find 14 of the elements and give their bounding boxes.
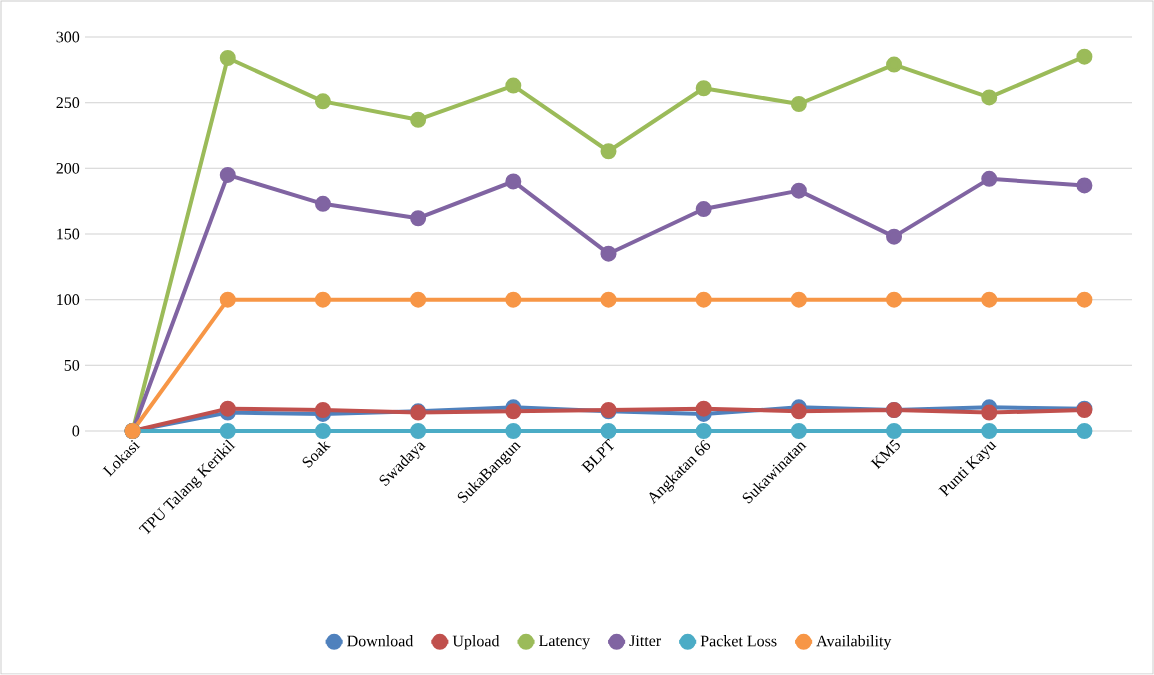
legend-label: Availability: [816, 635, 892, 650]
legend-label: Jitter: [629, 635, 662, 647]
y-tick-label: 0: [72, 425, 80, 437]
y-tick-label: 150: [57, 228, 80, 240]
y-tick-label: 300: [56, 31, 80, 43]
y-tick-label: 200: [56, 162, 80, 174]
y-tick-label: 250: [56, 97, 80, 109]
y-tick-label: 100: [57, 294, 80, 306]
legend-label: Upload: [452, 635, 500, 650]
y-tick-label: 50: [64, 359, 80, 371]
x-tick-label: Soak: [302, 441, 331, 468]
legend-label: Download: [347, 635, 414, 647]
legend-label: Packet Loss: [700, 635, 777, 647]
legend-label: Latency: [539, 635, 591, 650]
